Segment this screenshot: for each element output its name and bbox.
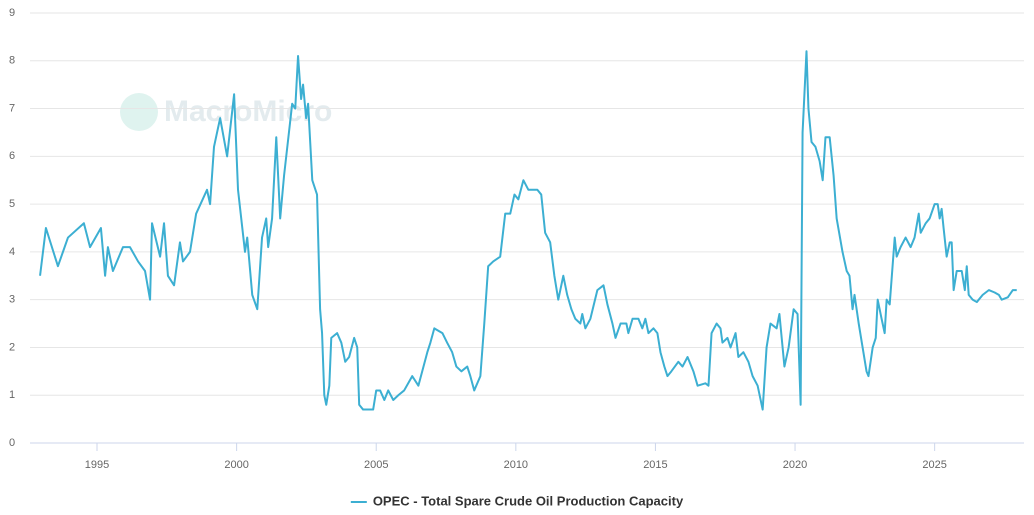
x-tick-label: 2005	[364, 459, 388, 471]
y-tick-label: 6	[9, 150, 15, 162]
x-tick-label: 2000	[224, 459, 248, 471]
x-tick-label: 2020	[783, 459, 807, 471]
y-tick-label: 9	[9, 7, 15, 19]
y-tick-label: 1	[9, 389, 15, 401]
y-tick-label: 7	[9, 102, 15, 114]
y-tick-label: 8	[9, 55, 15, 67]
x-tick-label: 2010	[504, 459, 528, 471]
x-tick-label: 2015	[643, 459, 667, 471]
x-tick-label: 2025	[922, 459, 946, 471]
y-tick-label: 3	[9, 294, 15, 306]
watermark-logo	[120, 93, 158, 131]
data-line	[39, 50, 1017, 411]
y-tick-label: 5	[9, 198, 15, 210]
y-tick-label: 0	[9, 437, 15, 449]
legend-item: OPEC - Total Spare Crude Oil Production …	[373, 493, 684, 508]
y-tick-label: 2	[9, 341, 15, 353]
x-tick-label: 1995	[85, 459, 109, 471]
y-tick-label: 4	[9, 246, 15, 258]
